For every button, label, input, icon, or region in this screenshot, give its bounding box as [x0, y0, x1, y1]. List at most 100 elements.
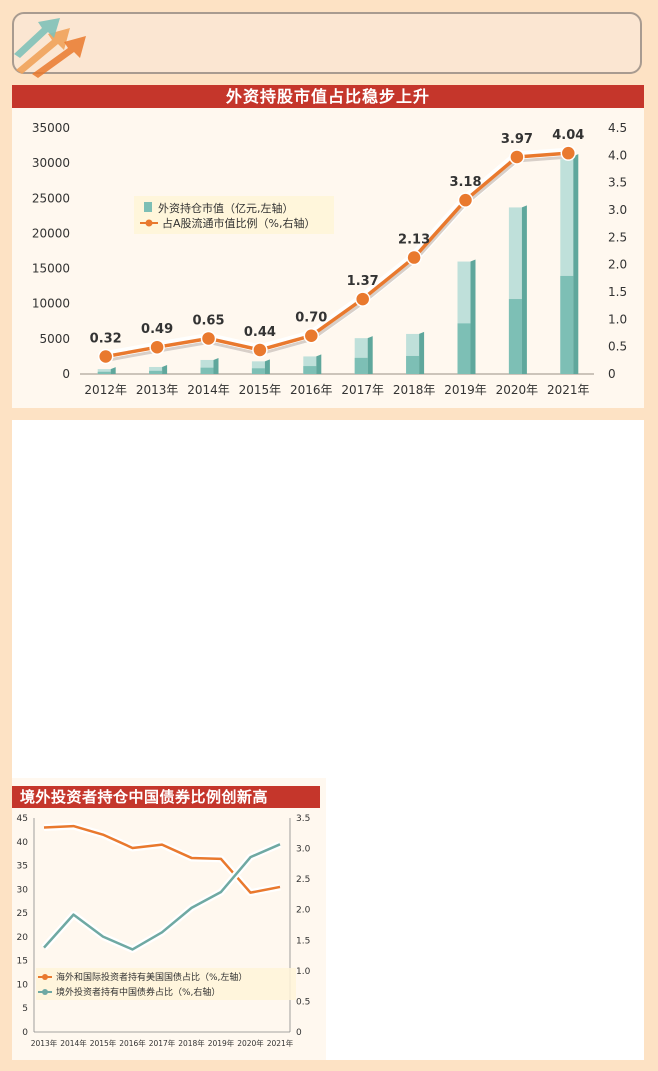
- x-tick-label: 2017年: [149, 1038, 176, 1048]
- line-point: [303, 327, 320, 344]
- y-right-tick-label: 2.0: [608, 258, 627, 272]
- y-left-tick-label: 5000: [39, 332, 70, 346]
- y-left-tick-label: 10: [17, 980, 29, 990]
- x-tick-label: 2015年: [90, 1038, 117, 1048]
- x-tick-label: 2015年: [239, 383, 282, 397]
- line-glow: [104, 147, 569, 362]
- bar-side: [213, 357, 219, 374]
- bar: [406, 331, 425, 374]
- bar: [560, 154, 579, 374]
- data-label: 3.18: [449, 175, 481, 190]
- chart1-svg: 35000 30000 25000 20000 15000 10000 5000 0 4.5 4.…: [32, 121, 627, 397]
- legend-bar-swatch: [144, 202, 152, 212]
- bar-shade: [354, 357, 368, 374]
- x-tick-label: 2018年: [178, 1038, 205, 1048]
- line-point: [560, 145, 577, 161]
- bar-side: [110, 367, 116, 374]
- y-right-tick-label: 4.0: [608, 148, 627, 162]
- bar-shade: [149, 370, 163, 374]
- y-right-tick-label: 0.5: [296, 997, 310, 1007]
- y-left-tick-label: 5: [22, 1004, 28, 1014]
- bar-side: [470, 259, 476, 374]
- data-label: 0.32: [90, 332, 122, 347]
- x-tick-label: 2013年: [31, 1038, 58, 1048]
- line-point: [354, 291, 371, 307]
- y-left-tick-label: 30000: [32, 156, 70, 170]
- bar-side: [316, 354, 322, 374]
- y-left-tick-label: 15: [17, 957, 28, 967]
- legend-bg: [134, 196, 334, 234]
- y-right-tick-label: 1.5: [608, 285, 627, 299]
- y-left-tick-label: 0: [22, 1028, 28, 1038]
- y-left-tick-label: 35000: [32, 121, 70, 135]
- y-left-tick-label: 10000: [32, 297, 70, 311]
- x-tick-label: 2019年: [444, 383, 487, 397]
- bar-side: [162, 364, 168, 374]
- line-point: [509, 149, 525, 165]
- y-left-tick-label: 20: [17, 933, 29, 943]
- y-right-tick-label: 0: [608, 367, 616, 381]
- bar: [251, 359, 270, 374]
- y-right-tick-label: 2.5: [296, 875, 310, 885]
- data-label: 1.37: [347, 274, 379, 289]
- legend-us-marker: [42, 974, 48, 980]
- bar: [200, 357, 219, 374]
- chart1-panel: 外资持股市值占比稳步上升 35000 30000 25000 20000 15000 10…: [12, 85, 644, 408]
- y-right-tick-label: 3.5: [608, 176, 627, 190]
- bar: [354, 336, 373, 374]
- x-tick-label: 2018年: [393, 383, 436, 397]
- bar-shade: [457, 323, 471, 374]
- legend: 外资持仓市值（亿元,左轴）占A股流通市值比例（%,右轴）: [134, 196, 334, 234]
- rising-arrows-icon: [14, 18, 86, 78]
- bar-side: [419, 331, 425, 374]
- chart2-title: 境外投资者持仓中国债券比例创新高: [12, 786, 320, 808]
- bar-shade: [97, 371, 111, 374]
- bar-shade: [406, 355, 420, 374]
- legend-cn-label: 境外投资者持有中国债券占比（%,右轴）: [56, 986, 220, 998]
- legend: 海外和国际投资者持有美国国债占比（%,左轴） 境外投资者持有中国债券占比（%,右轴…: [36, 968, 296, 1000]
- bar-side: [264, 359, 270, 374]
- legend-line-marker: [145, 219, 153, 227]
- legend-us-label: 海外和国际投资者持有美国国债占比（%,左轴）: [56, 971, 247, 983]
- bar-side: [367, 336, 373, 374]
- y-right-tick-label: 1.5: [296, 936, 310, 946]
- line-point: [457, 192, 474, 208]
- y-right-tick-label: 2.5: [608, 230, 627, 244]
- line-point: [252, 342, 268, 358]
- data-label: 2.13: [398, 233, 430, 248]
- y-right-tick-label: 3.0: [296, 845, 311, 855]
- x-tick-label: 2021年: [267, 1038, 294, 1048]
- bar: [457, 259, 476, 374]
- y-left-tick-label: 45: [17, 814, 28, 824]
- data-label: 0.65: [192, 313, 224, 328]
- bar: [508, 205, 527, 374]
- bar-face: [149, 366, 163, 374]
- y-right-tick-label: 1.0: [608, 312, 627, 326]
- legend-line-label: 占A股流通市值比例（%,右轴）: [162, 216, 315, 230]
- bar-face: [97, 369, 111, 374]
- y-left-tick-label: 0: [62, 367, 70, 381]
- cn-series-line: [43, 843, 281, 951]
- chart2-panel: 境外投资者持仓中国债券比例创新高 45 40 35 30 25 20 15 10 5 0 3.5 3.…: [12, 778, 326, 1060]
- bar-side: [573, 154, 579, 374]
- y-right-tick-label: 2.0: [296, 906, 311, 916]
- bar-shade: [303, 366, 317, 374]
- y-left-tick-label: 35: [17, 862, 28, 872]
- x-tick-label: 2021年: [547, 383, 590, 397]
- legend-bar-label: 外资持仓市值（亿元,左轴）: [158, 201, 294, 215]
- line-point: [200, 330, 217, 347]
- x-tick-label: 2013年: [136, 383, 179, 397]
- x-tick-label: 2017年: [341, 383, 384, 397]
- bar-shade: [200, 367, 214, 374]
- x-tick-label: 2016年: [119, 1038, 146, 1048]
- x-tick-label: 2016年: [290, 383, 333, 397]
- y-right-tick-label: 0: [296, 1028, 302, 1038]
- data-label: 4.04: [552, 128, 584, 143]
- legend-cn-marker: [42, 989, 48, 995]
- y-right-tick-label: 3.0: [608, 203, 627, 217]
- us-series-line: [43, 824, 281, 894]
- y-left-tick-label: 25000: [32, 191, 70, 205]
- line-point: [406, 249, 422, 266]
- y-left-tick-label: 25: [17, 909, 28, 919]
- y-right-tick-label: 1.0: [296, 967, 311, 977]
